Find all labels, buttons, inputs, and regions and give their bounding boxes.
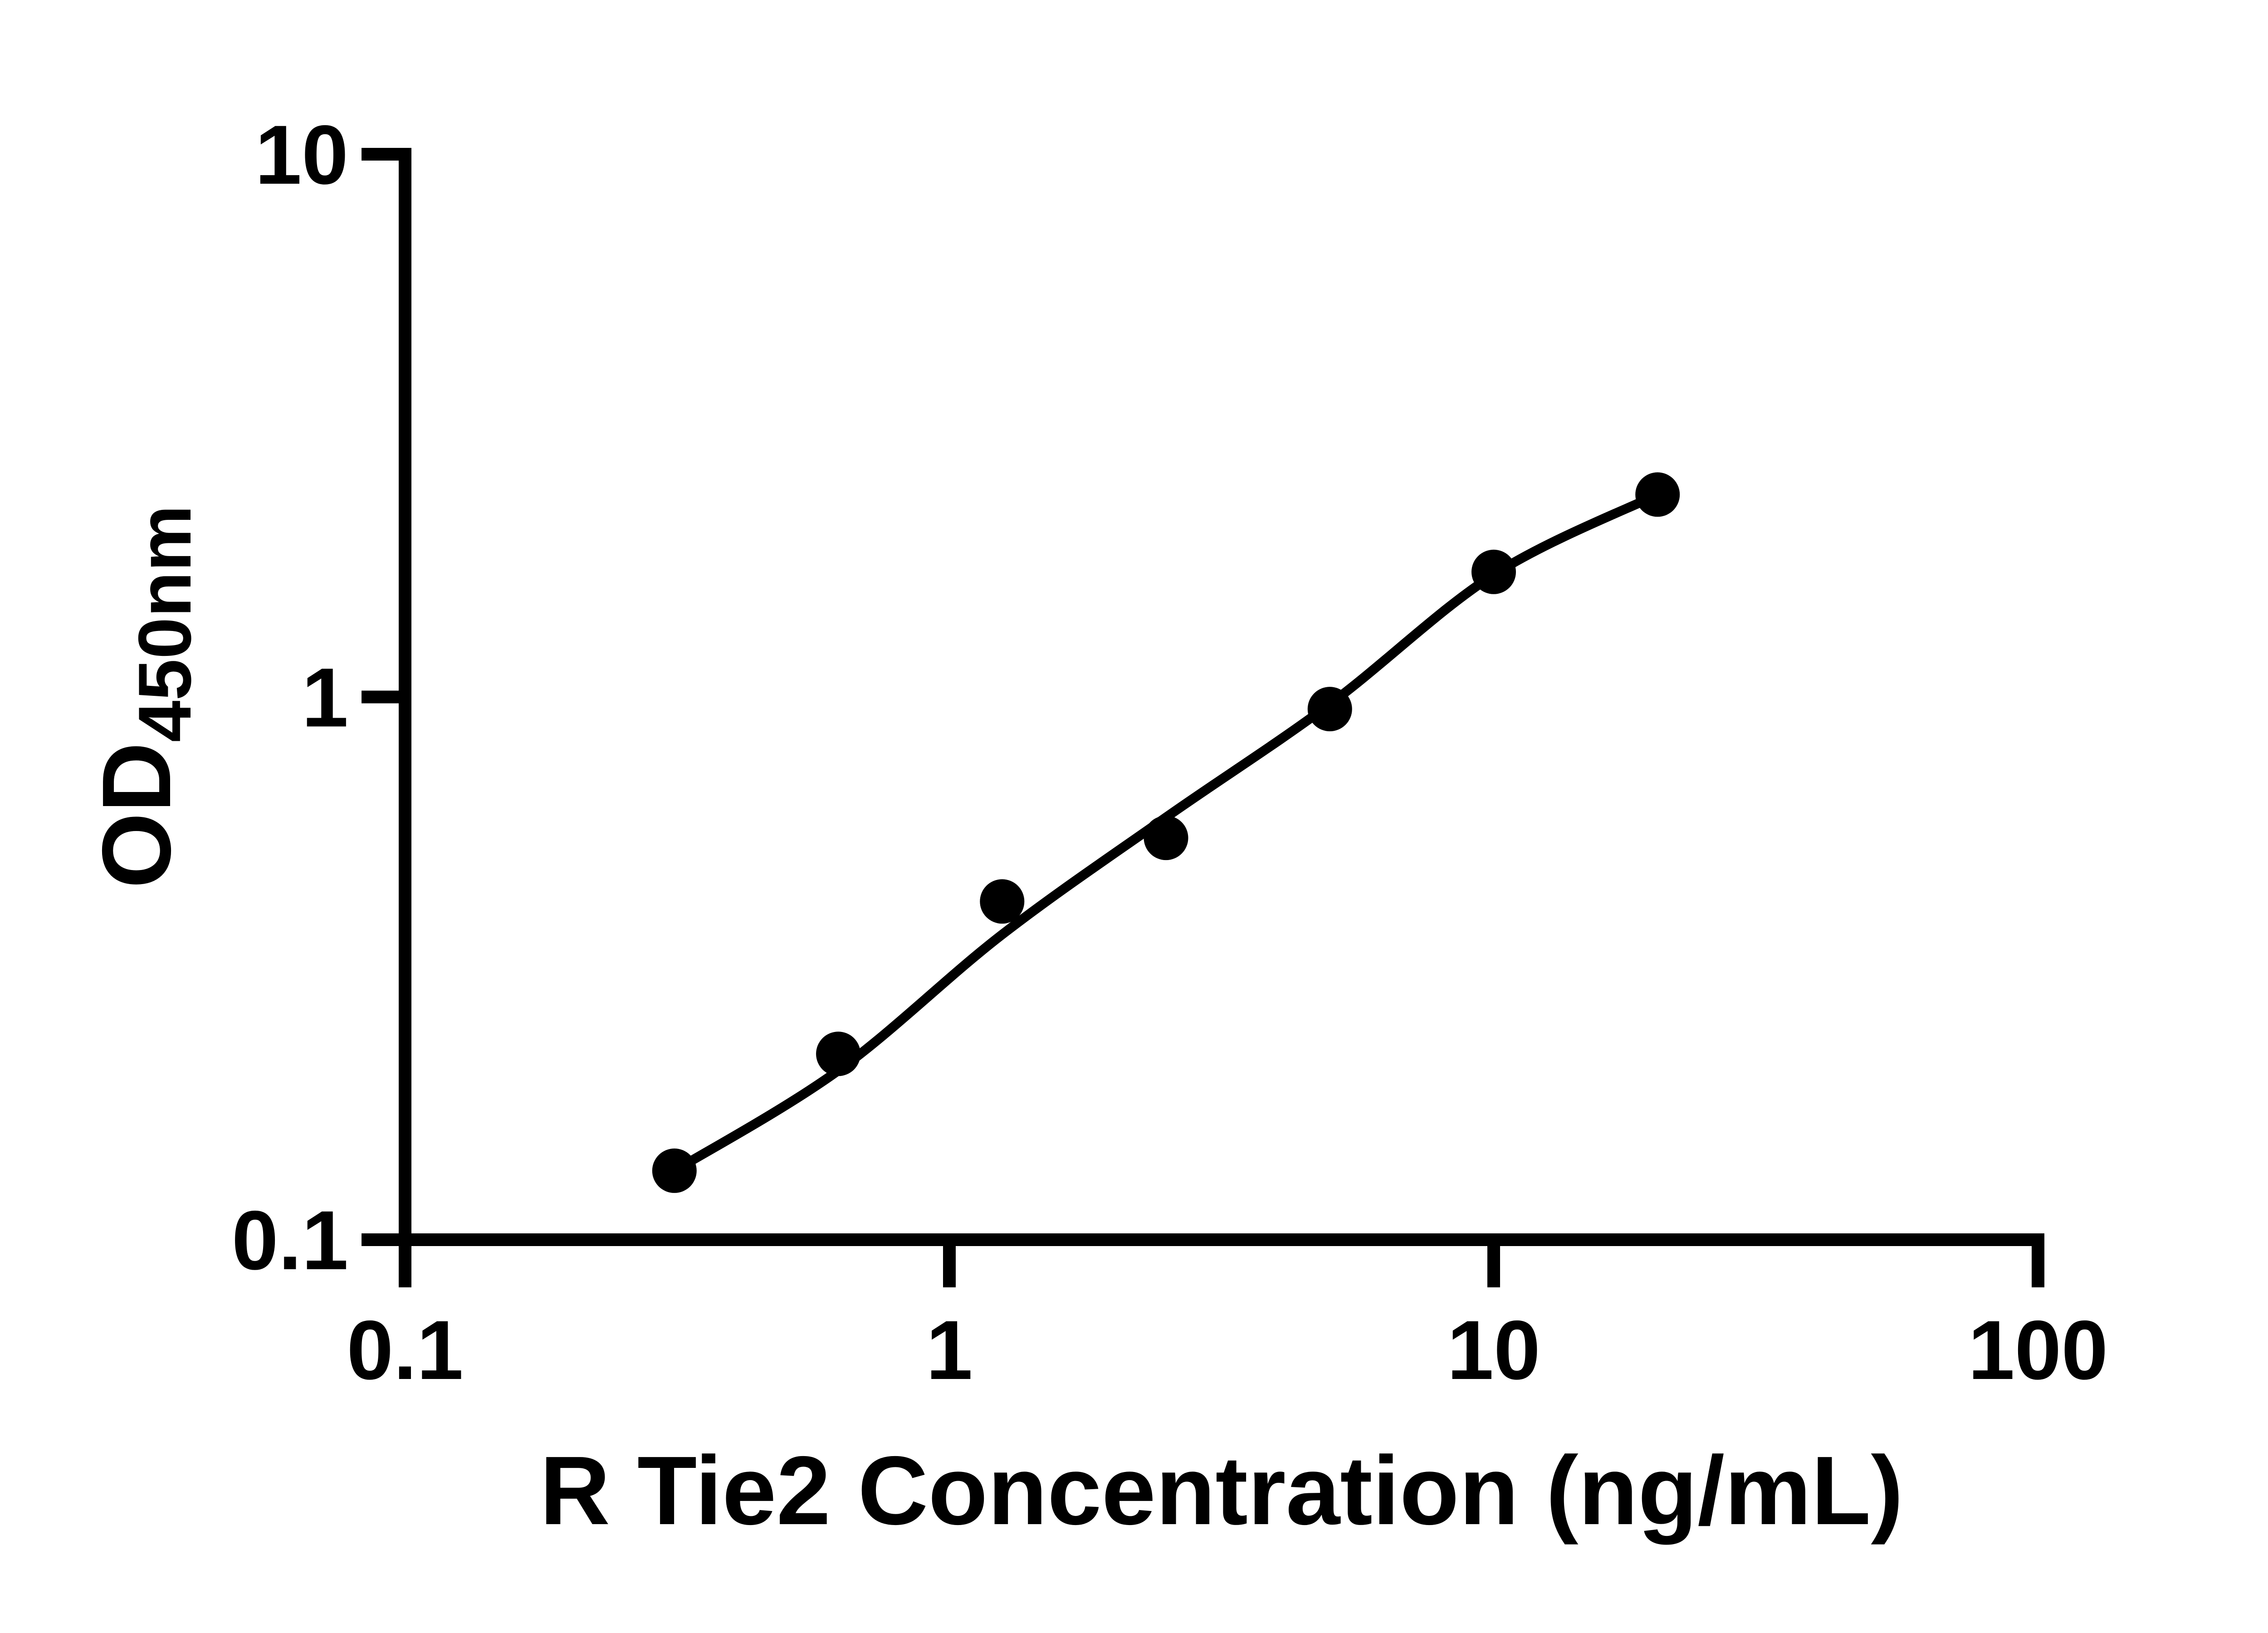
x-tick-label-0.1: 0.1 xyxy=(347,1304,463,1397)
y-axis-title: OD450nm xyxy=(82,505,206,888)
x-axis-title: R Tie2 Concentration (ng/mL) xyxy=(540,1436,1903,1545)
data-point-20 xyxy=(1635,472,1680,517)
y-tick-label-10: 10 xyxy=(255,108,348,202)
data-point-0.625 xyxy=(816,1032,861,1076)
x-tick-label-100: 100 xyxy=(1968,1304,2108,1397)
plot-area: 0.1 1 10 0.1 1 10 100 xyxy=(232,108,2108,1397)
data-point-0.3125 xyxy=(652,1148,697,1193)
y-tick-label-1: 1 xyxy=(302,651,348,745)
data-point-2.5 xyxy=(1144,816,1188,861)
y-tick-label-0.1: 0.1 xyxy=(232,1194,348,1287)
y-axis-title-sub: 450nm xyxy=(123,505,206,742)
x-tick-label-10: 10 xyxy=(1447,1304,1540,1397)
y-axis-title-main: OD xyxy=(82,742,191,889)
data-point-1.25 xyxy=(980,879,1025,924)
data-point-10 xyxy=(1471,549,1516,594)
x-tick-label-1: 1 xyxy=(926,1304,973,1397)
data-point-5 xyxy=(1307,687,1352,732)
